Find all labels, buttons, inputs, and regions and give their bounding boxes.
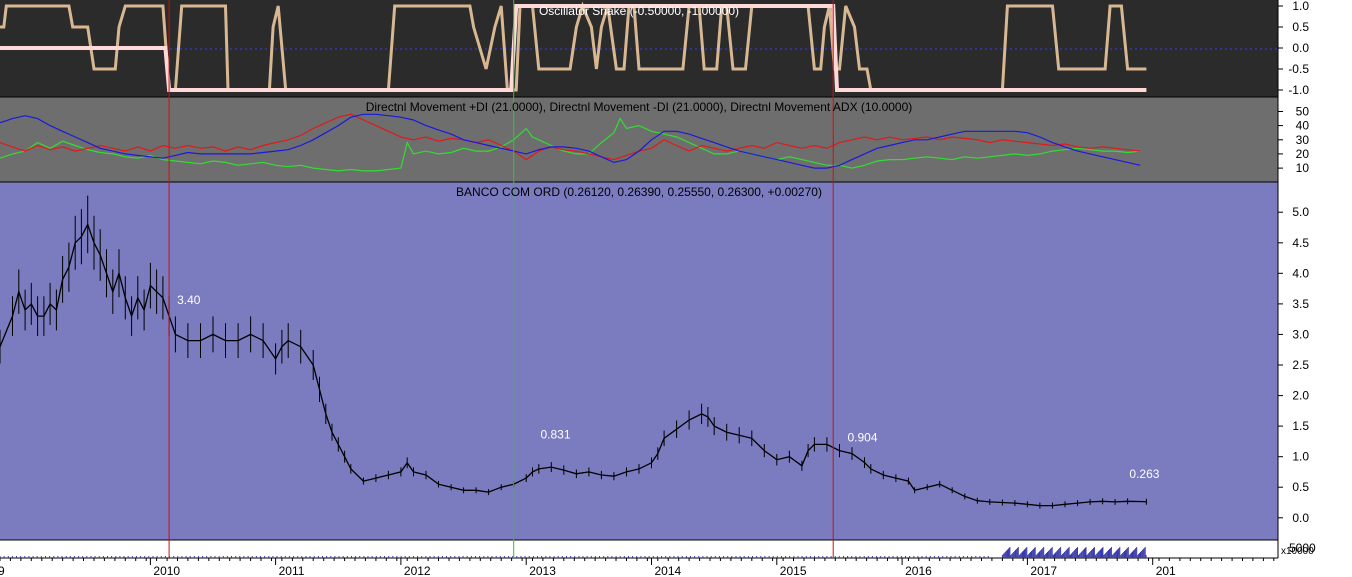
price-annotations: 3.40 0.831 0.904 0.263: [177, 293, 1160, 481]
x-tick-label: 2016: [905, 564, 932, 577]
y-tick-label: 5.0: [1292, 205, 1309, 219]
price-annotation: 0.831: [541, 427, 571, 441]
y-tick-label: 1.0: [1292, 450, 1309, 464]
y-tick-label: 50: [1296, 105, 1310, 119]
price-annotation: 0.263: [1129, 467, 1159, 481]
y-tick-label: 0.5: [1292, 20, 1309, 34]
x-tick-label: 2012: [404, 564, 431, 577]
y-tick-label: 0.0: [1292, 511, 1309, 525]
signal-markers: [168, 0, 834, 558]
x-tick-label: 201: [1156, 564, 1176, 577]
y-tick-label: 1.0: [1292, 0, 1309, 13]
y-tick-label: 4.0: [1292, 266, 1309, 280]
price-plot: [0, 195, 1147, 509]
y-tick-label: 3.5: [1292, 297, 1309, 311]
right-axis-strip: [1278, 0, 1352, 560]
y-tick-label: 0.5: [1292, 480, 1309, 494]
dmi-title: Directnl Movement +DI (21.0000), Directn…: [366, 100, 913, 114]
osc-title: Oscillator Snake (-0.50000, -1.00000): [539, 4, 739, 18]
y-tick-label: 2.0: [1292, 389, 1309, 403]
y-tick-label: 0.0: [1292, 41, 1309, 55]
y-tick-label: 40: [1296, 119, 1310, 133]
volume-panel-bg: [0, 540, 1278, 558]
plus-di-line: [0, 117, 1141, 172]
y-tick-label: 1.5: [1292, 419, 1309, 433]
dmi-plot: [0, 113, 1141, 172]
dmi-panel-bg: [0, 97, 1278, 182]
price-panel-bg: [0, 182, 1278, 540]
x-axis-left-edge-label: 9: [0, 564, 5, 577]
price-annotation: 3.40: [177, 293, 201, 307]
x-tick-label: 2010: [153, 564, 180, 577]
x-tick-label: 2015: [780, 564, 807, 577]
y-tick-label: 30: [1296, 133, 1310, 147]
minus-di-line: [0, 113, 1141, 161]
y-tick-label: 20: [1296, 147, 1310, 161]
y-tick-label: 3.0: [1292, 327, 1309, 341]
volume-tick-label: 5000: [1289, 541, 1316, 555]
x-axis-ticks: 2010 2011 2012 2013 2014 2015 2016 2017 201: [0, 558, 1275, 577]
volume-unit-label: x10000: [1281, 546, 1314, 557]
price-title: BANCO COM ORD (0.26120, 0.26390, 0.25550…: [456, 185, 822, 199]
y-tick-label: -0.5: [1288, 62, 1309, 76]
osc-snake-line: [0, 1, 1147, 92]
y-tick-label: 2.5: [1292, 358, 1309, 372]
y-tick-label: 4.5: [1292, 236, 1309, 250]
volume-plot: [0, 547, 1147, 558]
x-tick-label: 2017: [1030, 564, 1057, 577]
y-tick-label: -1.0: [1288, 83, 1309, 97]
x-tick-label: 2011: [279, 564, 305, 577]
x-tick-label: 2013: [529, 564, 556, 577]
price-annotation: 0.904: [848, 431, 878, 445]
x-tick-label: 2014: [655, 564, 682, 577]
adx-line: [0, 113, 1141, 169]
y-tick-label: 10: [1296, 161, 1310, 175]
